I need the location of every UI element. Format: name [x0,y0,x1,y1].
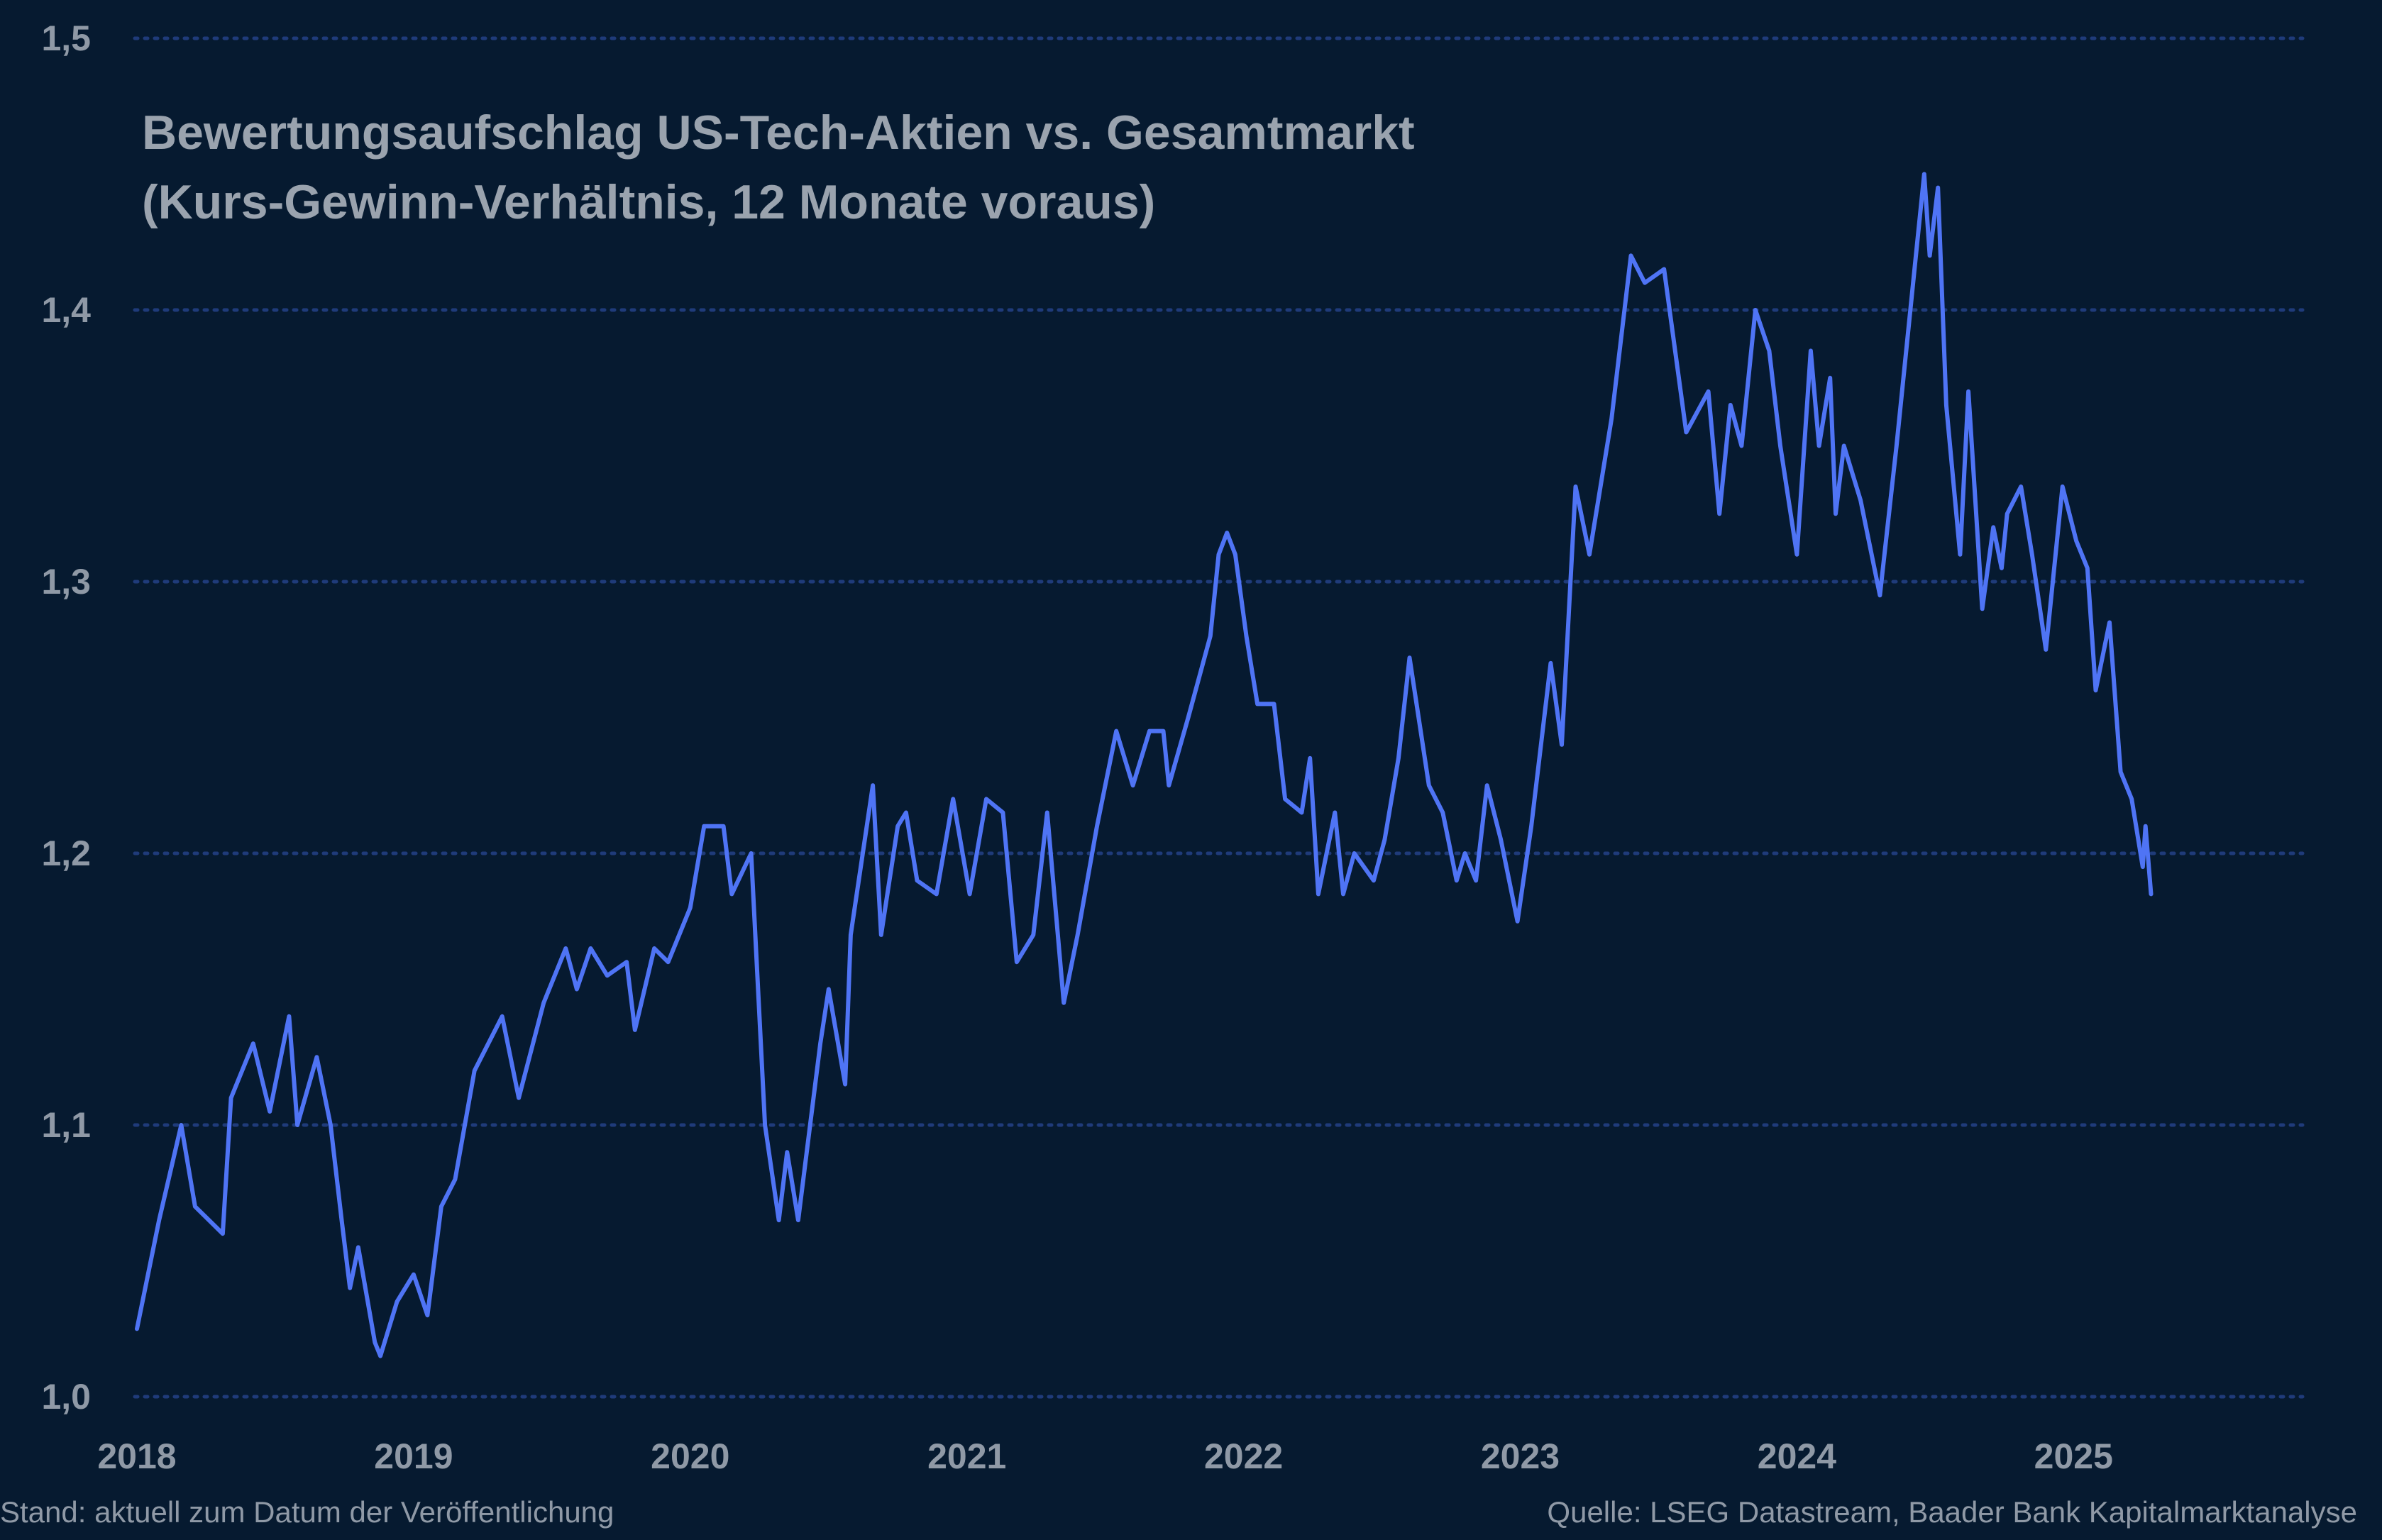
footer-note: Stand: aktuell zum Datum der Veröffentli… [0,1495,614,1529]
chart-title: Bewertungsaufschlag US-Tech-Aktien vs. G… [142,106,1415,160]
x-tick-label: 2021 [927,1436,1006,1476]
y-tick-label: 1,0 [41,1377,91,1417]
x-tick-label: 2018 [97,1436,176,1476]
series-line [135,172,2154,1358]
x-tick-label: 2019 [374,1436,453,1476]
x-tick-label: 2020 [651,1436,729,1476]
y-tick-label: 1,5 [41,18,91,58]
y-axis-ticks: 1,0 1,1 1,2 1,3 1,4 1,5 [41,18,91,1417]
x-tick-label: 2022 [1204,1436,1283,1476]
x-tick-label: 2024 [1758,1436,1836,1476]
x-tick-label: 2023 [1481,1436,1560,1476]
y-tick-label: 1,3 [41,562,91,602]
x-tick-label: 2025 [2034,1436,2113,1476]
y-tick-label: 1,1 [41,1105,91,1145]
gridlines [133,36,2305,1399]
chart-subtitle: (Kurs-Gewinn-Verhältnis, 12 Monate vorau… [142,175,1155,229]
x-axis-ticks: 2018 2019 2020 2021 2022 2023 2024 2025 [97,1436,2113,1476]
y-tick-label: 1,2 [41,833,91,873]
footer-source: Quelle: LSEG Datastream, Baader Bank Kap… [1547,1495,2357,1529]
y-tick-label: 1,4 [41,290,91,330]
